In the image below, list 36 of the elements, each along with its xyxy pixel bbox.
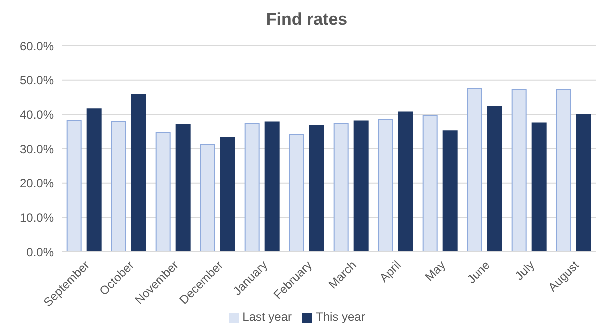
legend-label: This year <box>316 310 366 324</box>
legend-label: Last year <box>242 310 292 324</box>
bar <box>532 122 547 252</box>
y-tick-label: 60.0% <box>20 39 54 54</box>
bar <box>422 116 438 252</box>
bar <box>442 130 458 252</box>
x-tick-label: May <box>422 258 448 284</box>
bar <box>289 134 304 252</box>
y-tick-label: 30.0% <box>20 142 54 156</box>
x-tick-label: July <box>512 258 538 284</box>
bar <box>556 89 572 252</box>
bar <box>156 132 171 252</box>
bar <box>378 118 394 252</box>
bar <box>398 112 414 252</box>
bar <box>200 144 216 252</box>
y-tick-label: 20.0% <box>20 176 54 191</box>
bar <box>512 89 527 252</box>
y-tick-label: 10.0% <box>20 210 54 225</box>
bar <box>264 122 280 252</box>
bar <box>244 123 260 252</box>
bar <box>66 120 82 252</box>
bar <box>111 121 126 252</box>
bar <box>220 137 236 252</box>
bar <box>131 94 146 252</box>
bar <box>86 108 102 252</box>
bar <box>487 106 502 252</box>
chart-title: Find rates <box>265 9 349 31</box>
y-tick-label: 40.0% <box>20 108 54 122</box>
bar <box>354 120 369 252</box>
bar <box>176 124 191 252</box>
bar <box>467 88 482 252</box>
y-tick-label: 0.0% <box>26 245 54 260</box>
bar <box>309 125 324 252</box>
bar <box>576 114 592 252</box>
bar <box>334 123 349 252</box>
y-tick-label: 50.0% <box>20 74 54 88</box>
